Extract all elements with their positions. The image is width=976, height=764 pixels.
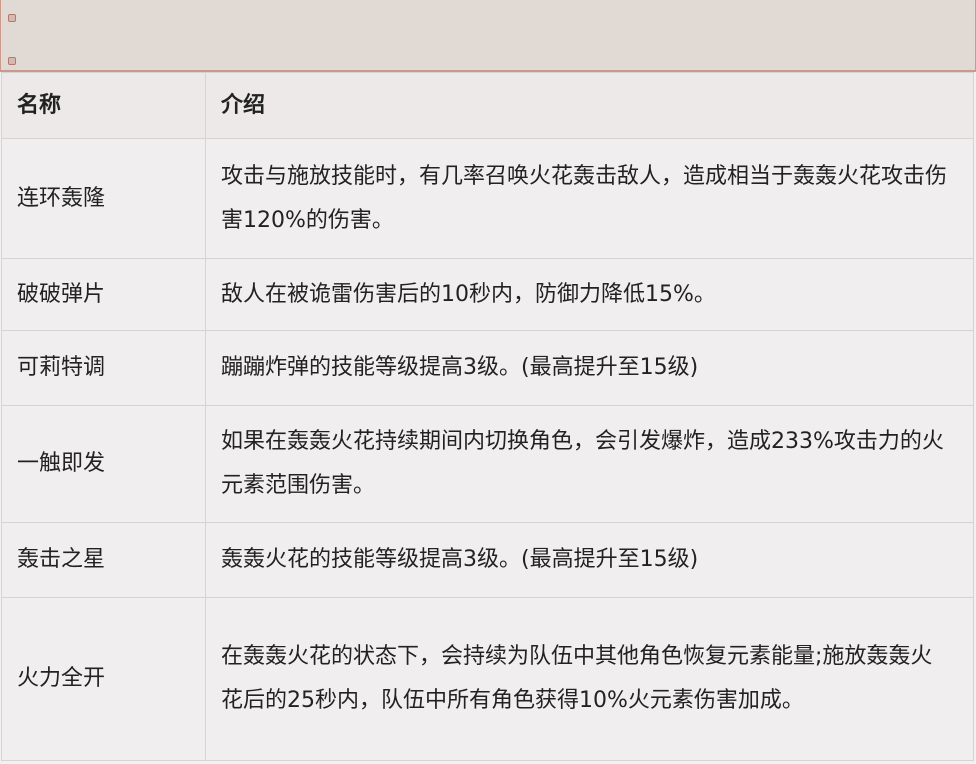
row-description: 攻击与施放技能时，有几率召唤火花轰击敌人，造成相当于轰轰火花攻击伤害120%的伤… <box>205 138 974 259</box>
row-name: 破破弹片 <box>1 258 206 331</box>
row-name: 一触即发 <box>1 405 206 523</box>
row-name: 轰击之星 <box>1 522 206 598</box>
constellation-table: 名称 介绍 连环轰隆 攻击与施放技能时，有几率召唤火花轰击敌人，造成相当于轰轰火… <box>1 72 974 761</box>
corner-dot-icon <box>8 14 16 22</box>
corner-dot-icon <box>8 57 16 65</box>
table-row: 轰击之星 轰轰火花的技能等级提高3级。(最高提升至15级) <box>1 522 974 598</box>
table-row: 破破弹片 敌人在被诡雷伤害后的10秒内，防御力降低15%。 <box>1 258 974 331</box>
table-row: 可莉特调 蹦蹦炸弹的技能等级提高3级。(最高提升至15级) <box>1 330 974 406</box>
table-row: 一触即发 如果在轰轰火花持续期间内切换角色，会引发爆炸，造成233%攻击力的火元… <box>1 405 974 523</box>
row-description: 在轰轰火花的状态下，会持续为队伍中其他角色恢复元素能量;施放轰轰火花后的25秒内… <box>205 597 974 761</box>
row-description: 轰轰火花的技能等级提高3级。(最高提升至15级) <box>205 522 974 598</box>
row-description: 蹦蹦炸弹的技能等级提高3级。(最高提升至15级) <box>205 330 974 406</box>
table-header-row: 名称 介绍 <box>1 72 974 139</box>
table-row: 火力全开 在轰轰火花的状态下，会持续为队伍中其他角色恢复元素能量;施放轰轰火花后… <box>1 597 974 761</box>
row-name: 可莉特调 <box>1 330 206 406</box>
row-description: 敌人在被诡雷伤害后的10秒内，防御力降低15%。 <box>205 258 974 331</box>
header-name: 名称 <box>1 72 206 139</box>
row-description: 如果在轰轰火花持续期间内切换角色，会引发爆炸，造成233%攻击力的火元素范围伤害… <box>205 405 974 523</box>
row-name: 连环轰隆 <box>1 138 206 259</box>
header-description: 介绍 <box>205 72 974 139</box>
row-name: 火力全开 <box>1 597 206 761</box>
table-row: 连环轰隆 攻击与施放技能时，有几率召唤火花轰击敌人，造成相当于轰轰火花攻击伤害1… <box>1 138 974 259</box>
header-band <box>0 0 976 72</box>
